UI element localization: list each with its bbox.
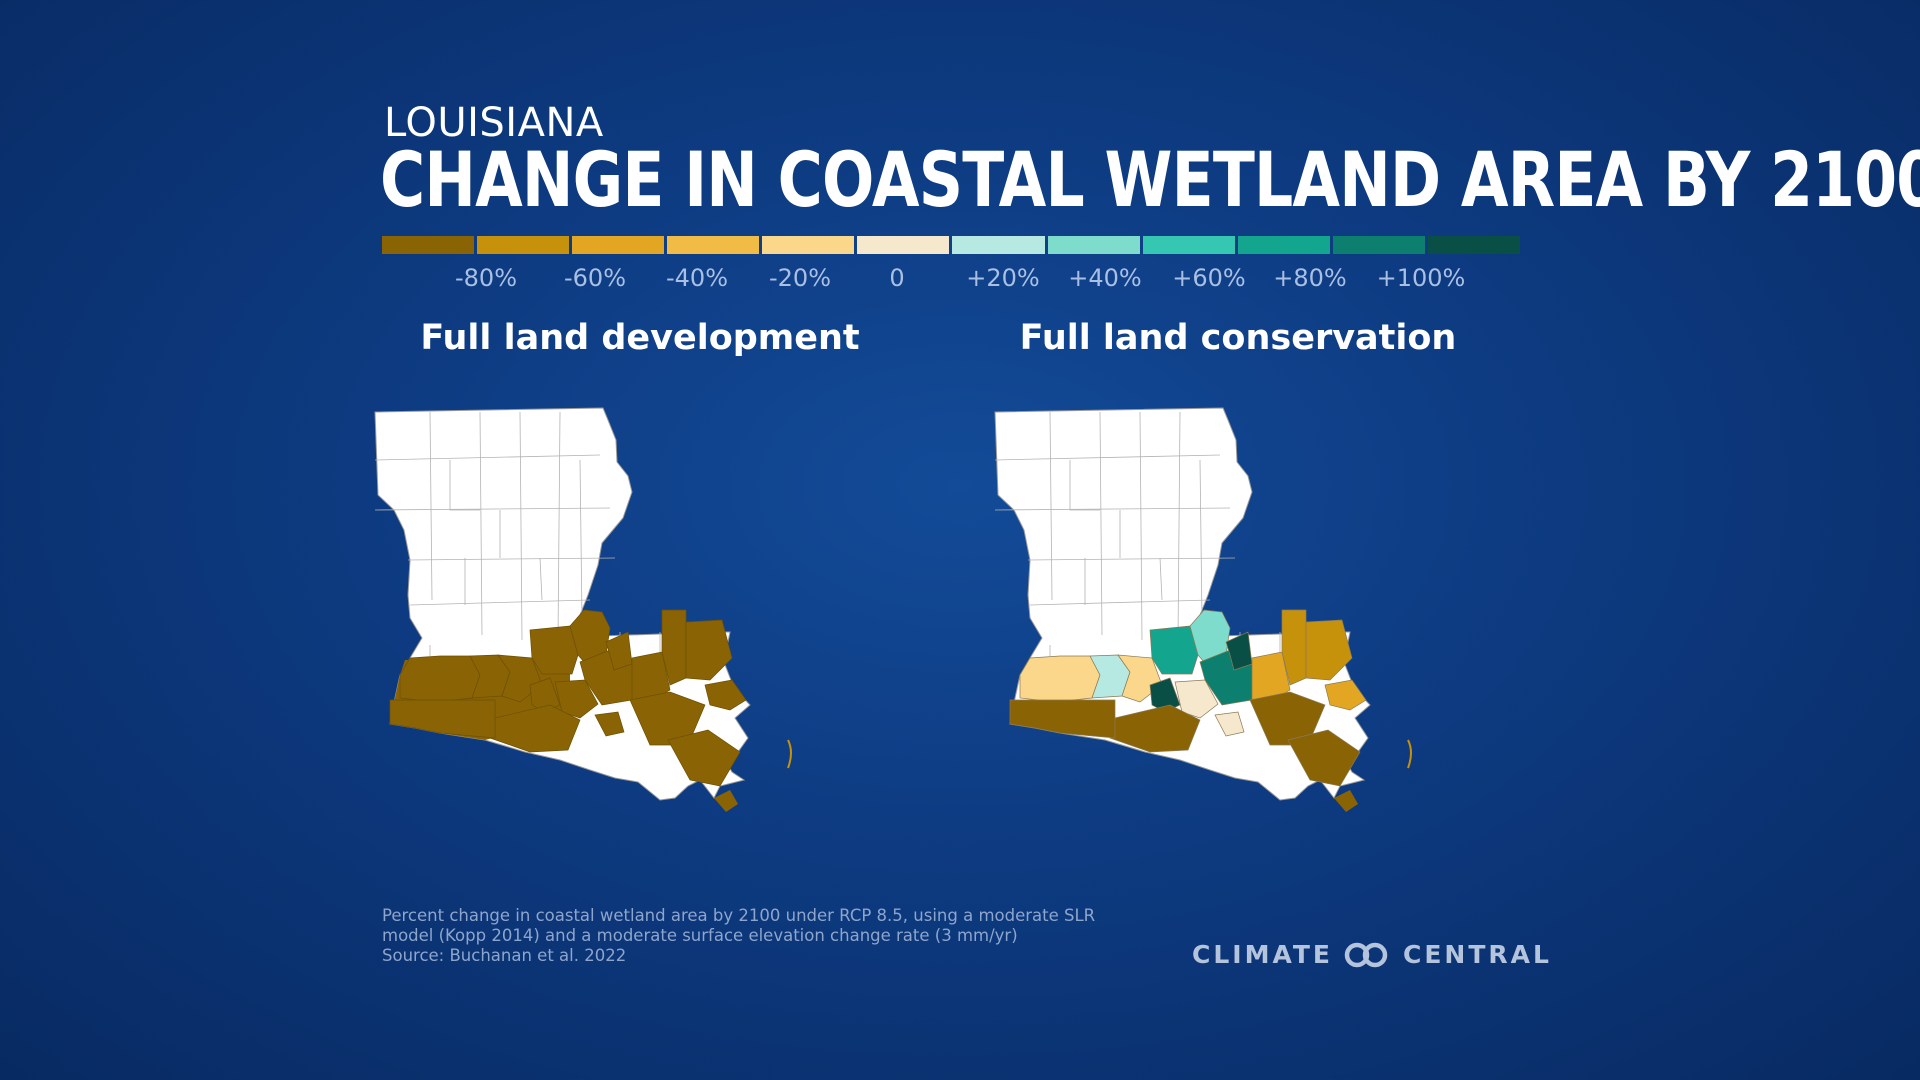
parish-region bbox=[1019, 655, 1101, 703]
parish-boundary bbox=[449, 460, 480, 511]
chandeleur-islands bbox=[787, 739, 792, 769]
legend-swatch bbox=[1332, 236, 1425, 254]
legend-swatch bbox=[952, 236, 1045, 254]
legend-swatch bbox=[857, 236, 950, 254]
parish-boundary bbox=[429, 411, 433, 601]
parish-boundary bbox=[1027, 557, 1236, 561]
parish-boundary bbox=[1177, 411, 1181, 641]
parish-region bbox=[605, 631, 633, 671]
parish-boundary bbox=[1139, 411, 1143, 641]
map-heading-conservation: Full land conservation bbox=[1019, 318, 1457, 358]
legend-tick-label: +40% bbox=[1068, 264, 1142, 292]
parish-region bbox=[1249, 691, 1326, 746]
parish-boundary bbox=[479, 411, 483, 636]
parish-region bbox=[389, 699, 496, 739]
legend-swatch bbox=[1142, 236, 1235, 254]
delta-tip bbox=[714, 790, 738, 812]
legend-tick-label: -80% bbox=[454, 264, 518, 292]
footnote-line: model (Kopp 2014) and a moderate surface… bbox=[382, 926, 1018, 945]
page-title: CHANGE IN COASTAL WETLAND AREA BY 2100 bbox=[380, 135, 1920, 224]
parish-boundary bbox=[579, 459, 583, 621]
parish-region bbox=[1214, 711, 1245, 737]
legend-tick-label: -60% bbox=[563, 264, 627, 292]
legend-swatch bbox=[1427, 236, 1520, 254]
map-full-land-development bbox=[374, 407, 792, 812]
parish-region bbox=[1149, 625, 1199, 675]
legend-swatch bbox=[667, 236, 760, 254]
chandeleur-islands bbox=[1407, 739, 1412, 769]
legend-tick-label: +80% bbox=[1273, 264, 1347, 292]
legend-tick-label: -20% bbox=[768, 264, 832, 292]
interlocking-rings-icon bbox=[1344, 942, 1388, 967]
legend-tick-label: +60% bbox=[1172, 264, 1246, 292]
parish-boundary bbox=[1099, 411, 1103, 636]
parish-region bbox=[704, 679, 747, 711]
parish-region bbox=[1305, 619, 1353, 681]
parish-region bbox=[685, 619, 733, 681]
parish-region bbox=[529, 625, 579, 675]
parish-region bbox=[661, 609, 687, 686]
footnote-line: Percent change in coastal wetland area b… bbox=[382, 906, 1096, 925]
parish-region bbox=[489, 704, 581, 753]
delta-tip bbox=[1334, 790, 1358, 812]
parish-boundary bbox=[519, 411, 523, 641]
parish-boundary bbox=[1199, 459, 1203, 621]
state-label: LOUISIANA bbox=[384, 100, 604, 146]
color-legend: -80% -60% -40% -20% 0 +20% +40% +60% +80… bbox=[382, 236, 1520, 296]
brand-right-word: CENTRAL bbox=[1403, 940, 1552, 969]
footnote-source: Source: Buchanan et al. 2022 bbox=[382, 946, 627, 965]
parish-boundary bbox=[539, 557, 543, 601]
parish-boundary bbox=[994, 507, 1231, 511]
parish-region bbox=[1174, 679, 1219, 719]
legend-swatch bbox=[1237, 236, 1330, 254]
parish-boundary bbox=[1049, 411, 1053, 601]
legend-tick-label: +100% bbox=[1376, 264, 1466, 292]
parish-boundary bbox=[1159, 557, 1163, 601]
parish-region bbox=[594, 711, 625, 737]
parish-boundary bbox=[407, 557, 616, 561]
parish-region bbox=[554, 679, 599, 719]
map-heading-development: Full land development bbox=[420, 318, 860, 358]
parish-boundary bbox=[557, 411, 561, 641]
brand-left-word: CLIMATE bbox=[1192, 940, 1333, 969]
parish-boundary bbox=[374, 454, 601, 461]
legend-tick-label: 0 bbox=[889, 264, 905, 292]
parish-region bbox=[629, 691, 706, 746]
footnote: Percent change in coastal wetland area b… bbox=[382, 906, 1096, 966]
parish-region bbox=[1225, 631, 1253, 671]
parish-boundary bbox=[1029, 599, 1211, 606]
parish-region bbox=[1287, 729, 1361, 787]
parish-boundary bbox=[409, 599, 591, 606]
legend-tick-label: -40% bbox=[665, 264, 729, 292]
legend-color-bar bbox=[382, 236, 1520, 254]
parish-region bbox=[1009, 699, 1116, 739]
legend-swatch bbox=[1047, 236, 1140, 254]
climate-central-logo: CLIMATE CENTRAL bbox=[1192, 940, 1552, 969]
parish-region bbox=[399, 655, 481, 703]
legend-swatch bbox=[572, 236, 665, 254]
legend-swatch bbox=[762, 236, 855, 254]
legend-swatch bbox=[382, 236, 475, 254]
parish-region bbox=[667, 729, 741, 787]
parish-region bbox=[1324, 679, 1367, 711]
parish-region bbox=[1109, 704, 1201, 753]
map-full-land-conservation bbox=[994, 407, 1412, 812]
legend-tick-label: +20% bbox=[966, 264, 1040, 292]
parish-boundary bbox=[1069, 460, 1100, 511]
legend-swatch bbox=[477, 236, 570, 254]
parish-region bbox=[1281, 609, 1307, 686]
parish-boundary bbox=[994, 454, 1221, 461]
parish-boundary bbox=[374, 507, 611, 511]
